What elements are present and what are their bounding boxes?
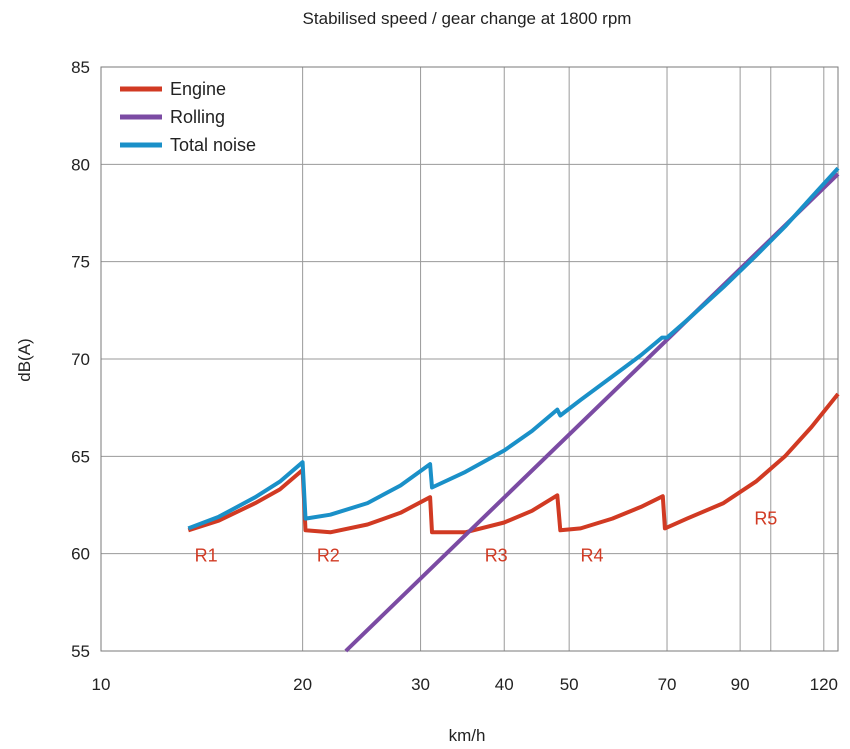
gear-label-r3: R3 xyxy=(485,546,508,566)
legend-entry: Total noise xyxy=(170,135,256,155)
grid xyxy=(100,66,839,652)
legend-entry: Rolling xyxy=(170,107,225,127)
x-tick-label: 40 xyxy=(495,675,514,694)
y-tick-label: 80 xyxy=(71,155,90,174)
y-tick-label: 60 xyxy=(71,545,90,564)
x-tick-label: 70 xyxy=(658,675,677,694)
y-tick-label: 65 xyxy=(71,447,90,466)
series-line-total-noise xyxy=(187,166,840,531)
y-tick-label: 75 xyxy=(71,253,90,272)
legend-entry: Engine xyxy=(170,79,226,99)
plot-frame xyxy=(100,66,839,652)
x-tick-label: 10 xyxy=(92,675,111,694)
x-tick-labels: 10 20 30 40 50 70 90 120 xyxy=(92,675,838,694)
gear-labels: R1 R2 R3 R4 R5 xyxy=(195,509,778,566)
chart-title: Stabilised speed / gear change at 1800 r… xyxy=(303,9,632,28)
gear-label-r4: R4 xyxy=(581,546,604,566)
legend: Engine Rolling Total noise xyxy=(120,79,256,155)
gear-label-r5: R5 xyxy=(754,509,777,529)
y-tick-labels: 55 60 65 70 75 80 85 xyxy=(71,58,90,661)
gear-label-r1: R1 xyxy=(195,546,218,566)
x-tick-label: 120 xyxy=(810,675,838,694)
x-tick-label: 20 xyxy=(293,675,312,694)
x-tick-label: 90 xyxy=(731,675,750,694)
x-axis-label: km/h xyxy=(449,726,486,745)
y-axis-label: dB(A) xyxy=(15,338,34,381)
x-tick-label: 50 xyxy=(560,675,579,694)
gear-label-r2: R2 xyxy=(317,546,340,566)
y-tick-label: 70 xyxy=(71,350,90,369)
series-lines xyxy=(187,166,840,653)
x-tick-label: 30 xyxy=(411,675,430,694)
y-tick-label: 85 xyxy=(71,58,90,77)
y-tick-label: 55 xyxy=(71,642,90,661)
